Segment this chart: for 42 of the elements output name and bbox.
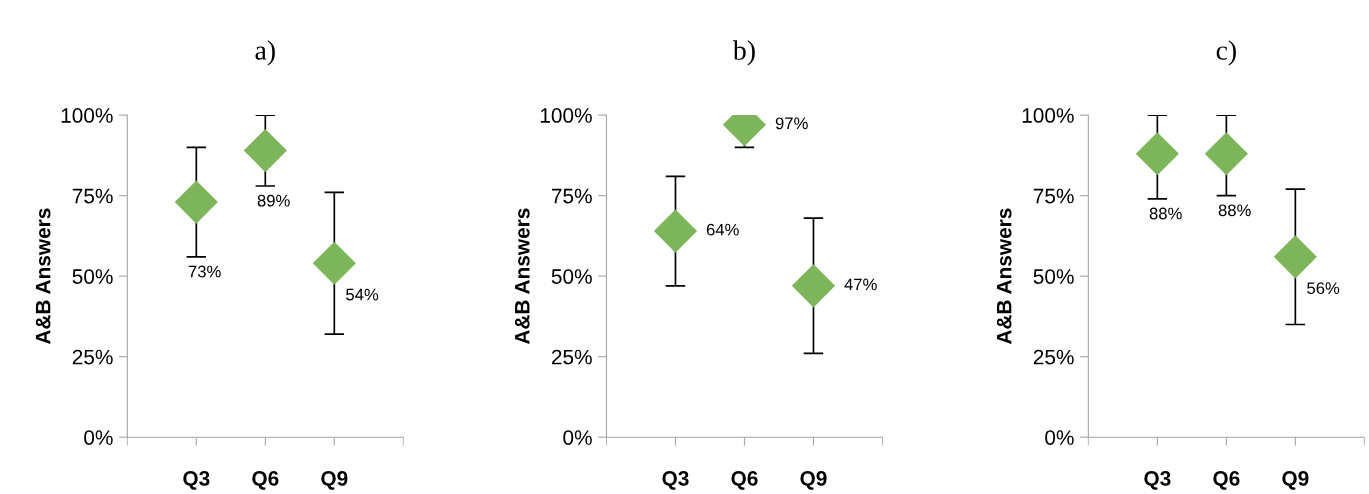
y-tick-label: 50% xyxy=(551,269,592,284)
point xyxy=(174,180,218,224)
data-label: 64% xyxy=(706,223,739,236)
y-tick-label: 100% xyxy=(1022,108,1074,123)
x-tick-label: Q6 xyxy=(731,471,758,490)
data-label: 73% xyxy=(188,265,221,278)
chart-title: c) xyxy=(1216,40,1236,66)
y-tick-label: 0% xyxy=(1045,430,1074,445)
y-tick-label: 75% xyxy=(551,188,592,204)
data-label: 56% xyxy=(1307,282,1340,295)
data-label: 89% xyxy=(257,194,290,207)
y-tick-label: 0% xyxy=(563,430,592,445)
chart-title: a) xyxy=(255,40,275,66)
x-tick-label: Q6 xyxy=(252,471,279,490)
y-axis-title: A&B Answers xyxy=(996,208,1012,345)
data-label: 88% xyxy=(1218,204,1251,217)
y-tick-label: 75% xyxy=(1033,188,1074,204)
data-label: 88% xyxy=(1149,207,1182,220)
data-label: 54% xyxy=(346,288,379,301)
x-tick-label: Q9 xyxy=(1282,471,1309,490)
chart-title: b) xyxy=(732,40,755,66)
x-tick-label: Q3 xyxy=(662,471,689,490)
data-label: 47% xyxy=(844,278,877,291)
point xyxy=(312,241,356,285)
x-tick-label: Q9 xyxy=(800,471,827,490)
x-tick-label: Q9 xyxy=(321,471,348,490)
x-tick-label: Q3 xyxy=(183,471,210,490)
y-axis-title: A&B Answers xyxy=(35,208,51,345)
y-tick-label: 75% xyxy=(72,188,113,204)
y-tick-label: 0% xyxy=(84,430,113,445)
y-tick-label: 100% xyxy=(61,108,113,123)
y-tick-label: 25% xyxy=(72,349,113,365)
y-tick-label: 50% xyxy=(1033,269,1074,284)
y-tick-label: 100% xyxy=(540,108,592,123)
y-tick-label: 25% xyxy=(1033,349,1074,365)
point xyxy=(243,128,287,173)
y-tick-label: 25% xyxy=(551,349,592,365)
x-tick-label: Q6 xyxy=(1213,471,1240,490)
y-tick-label: 50% xyxy=(72,269,113,284)
y-axis-title: A&B Answers xyxy=(515,208,530,345)
x-tick-label: Q3 xyxy=(1144,471,1171,490)
data-label: 97% xyxy=(775,117,808,130)
